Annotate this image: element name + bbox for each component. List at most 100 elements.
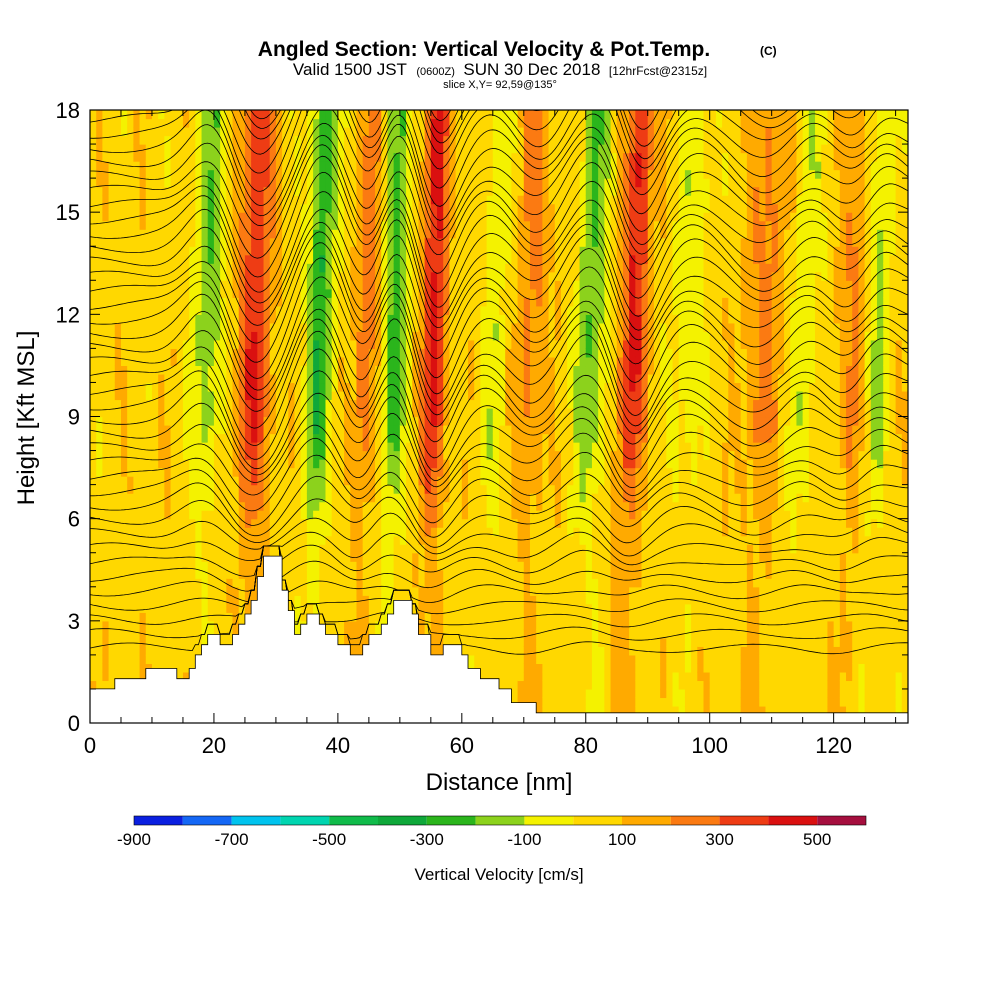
field-cell — [480, 595, 488, 605]
field-cell — [244, 144, 252, 154]
field-cell — [288, 586, 296, 596]
field-cell — [505, 152, 512, 162]
field-cell — [139, 603, 147, 613]
field-cell — [350, 127, 358, 137]
field-cell — [127, 271, 134, 281]
field-cell — [437, 561, 444, 571]
field-cell — [300, 348, 308, 358]
field-cell — [437, 586, 444, 596]
field-cell — [238, 510, 246, 520]
field-cell — [480, 135, 488, 145]
field-cell — [164, 595, 172, 605]
field-cell — [350, 152, 358, 162]
field-cell — [170, 425, 178, 435]
field-cell — [480, 612, 488, 622]
field-cell — [176, 178, 184, 188]
field-cell — [145, 365, 153, 375]
field-cell — [182, 195, 190, 205]
field-cell — [418, 450, 426, 460]
field-cell — [362, 348, 370, 358]
field-cell — [164, 399, 172, 409]
field-cell — [399, 212, 407, 222]
field-cell — [443, 314, 451, 324]
field-cell — [133, 399, 141, 409]
field-cell — [195, 127, 203, 137]
field-cell — [300, 144, 308, 154]
field-cell — [96, 680, 103, 690]
field-cell — [269, 373, 277, 384]
field-cell — [201, 271, 209, 281]
field-cell — [418, 246, 426, 256]
field-cell — [319, 416, 327, 426]
field-cell — [511, 314, 519, 324]
field-cell — [499, 399, 506, 409]
field-cell — [418, 629, 426, 639]
field-cell — [461, 646, 469, 656]
field-cell — [486, 203, 494, 213]
field-cell — [164, 510, 172, 520]
field-cell — [437, 237, 444, 247]
field-cell — [220, 348, 227, 358]
field-cell — [102, 416, 110, 426]
field-cell — [139, 348, 147, 358]
field-cell — [418, 561, 426, 571]
field-cell — [387, 186, 395, 196]
field-cell — [213, 356, 221, 367]
field-cell — [294, 373, 302, 384]
field-cell — [344, 416, 351, 426]
field-cell — [102, 493, 110, 503]
field-cell — [133, 152, 141, 162]
field-cell — [300, 390, 308, 401]
field-cell — [195, 603, 203, 613]
field-cell — [220, 288, 227, 298]
field-cell — [90, 110, 97, 120]
field-cell — [331, 407, 339, 418]
field-cell — [337, 331, 345, 341]
field-cell — [189, 450, 196, 460]
field-cell — [387, 552, 395, 562]
field-cell — [393, 544, 401, 554]
field-cell — [505, 356, 512, 367]
field-cell — [139, 339, 147, 349]
field-cell — [319, 246, 327, 256]
field-cell — [232, 399, 240, 409]
field-cell — [480, 629, 488, 639]
field-cell — [356, 127, 364, 137]
field-cell — [412, 552, 420, 562]
field-cell — [108, 578, 116, 588]
field-cell — [164, 203, 172, 213]
field-cell — [499, 484, 506, 494]
field-cell — [393, 135, 401, 145]
field-cell — [176, 399, 184, 409]
field-cell — [151, 322, 159, 332]
field-cell — [499, 348, 506, 358]
field-cell — [207, 322, 215, 332]
field-cell — [362, 237, 370, 247]
field-cell — [468, 637, 475, 647]
field-cell — [182, 484, 190, 494]
field-cell — [368, 467, 376, 477]
field-cell — [455, 595, 463, 605]
field-cell — [424, 535, 432, 545]
field-cell — [375, 620, 382, 630]
field-cell — [393, 356, 401, 367]
field-cell — [282, 118, 289, 128]
field-cell — [492, 254, 500, 264]
field-cell — [325, 339, 333, 349]
field-cell — [300, 169, 308, 179]
field-cell — [90, 356, 97, 367]
field-cell — [381, 544, 389, 554]
field-cell — [437, 229, 444, 239]
field-cell — [195, 186, 203, 196]
field-cell — [120, 620, 128, 630]
field-cell — [406, 118, 413, 128]
field-cell — [325, 586, 333, 596]
field-cell — [418, 305, 426, 315]
field-cell — [517, 663, 525, 673]
field-cell — [96, 476, 103, 486]
field-cell — [133, 569, 141, 579]
field-cell — [461, 186, 469, 196]
field-cell — [511, 280, 519, 290]
field-cell — [170, 152, 178, 162]
field-cell — [213, 382, 221, 392]
